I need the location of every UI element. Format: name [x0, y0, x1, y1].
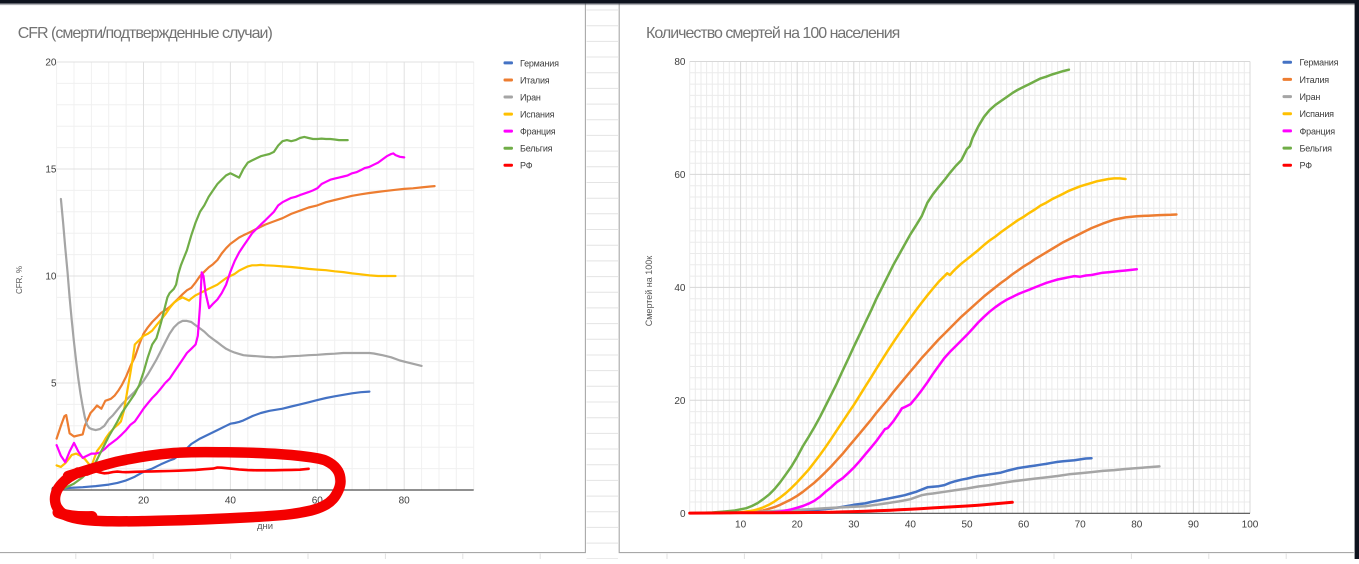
svg-text:Италия: Италия — [1300, 75, 1330, 85]
svg-text:дни: дни — [257, 521, 273, 532]
svg-text:РФ: РФ — [520, 161, 533, 171]
svg-text:80: 80 — [674, 57, 686, 68]
svg-text:60: 60 — [312, 496, 324, 507]
svg-text:80: 80 — [1131, 520, 1143, 531]
svg-text:60: 60 — [674, 170, 686, 181]
svg-text:30: 30 — [848, 520, 860, 531]
svg-text:15: 15 — [45, 165, 57, 176]
svg-text:40: 40 — [905, 520, 917, 531]
svg-text:Количество смертей на 100 насе: Количество смертей на 100 населения — [646, 25, 900, 42]
svg-text:40: 40 — [674, 283, 686, 294]
svg-text:20: 20 — [792, 520, 804, 531]
svg-text:10: 10 — [45, 272, 57, 283]
svg-text:Франция: Франция — [1300, 126, 1336, 136]
svg-text:Испания: Испания — [520, 110, 555, 120]
svg-text:CFR, %: CFR, % — [15, 266, 24, 294]
svg-text:РФ: РФ — [1300, 161, 1313, 171]
svg-text:Бельгия: Бельгия — [520, 144, 553, 154]
svg-text:Франция: Франция — [520, 127, 556, 137]
svg-text:70: 70 — [1075, 520, 1087, 531]
svg-text:60: 60 — [1018, 520, 1030, 531]
svg-text:Германия: Германия — [520, 58, 559, 68]
svg-text:80: 80 — [399, 496, 411, 507]
svg-text:5: 5 — [51, 379, 57, 390]
svg-text:Испания: Испания — [1300, 109, 1335, 119]
svg-text:Бельгия: Бельгия — [1300, 144, 1333, 154]
svg-text:Смертей на 100к: Смертей на 100к — [644, 256, 654, 327]
svg-text:20: 20 — [45, 58, 57, 69]
svg-text:0: 0 — [680, 509, 686, 520]
svg-text:40: 40 — [225, 496, 237, 507]
svg-text:Иран: Иран — [1300, 92, 1321, 102]
svg-text:Германия: Германия — [1300, 58, 1339, 68]
svg-text:100: 100 — [1242, 520, 1259, 531]
svg-text:10: 10 — [735, 520, 747, 531]
svg-text:90: 90 — [1188, 520, 1200, 531]
svg-text:20: 20 — [138, 496, 150, 507]
svg-text:20: 20 — [674, 396, 686, 407]
svg-text:Италия: Италия — [520, 75, 550, 85]
svg-text:CFR (смерти/подтвержденные слу: CFR (смерти/подтвержденные случаи) — [18, 25, 273, 42]
svg-text:Иран: Иран — [520, 92, 541, 102]
svg-text:50: 50 — [961, 520, 973, 531]
